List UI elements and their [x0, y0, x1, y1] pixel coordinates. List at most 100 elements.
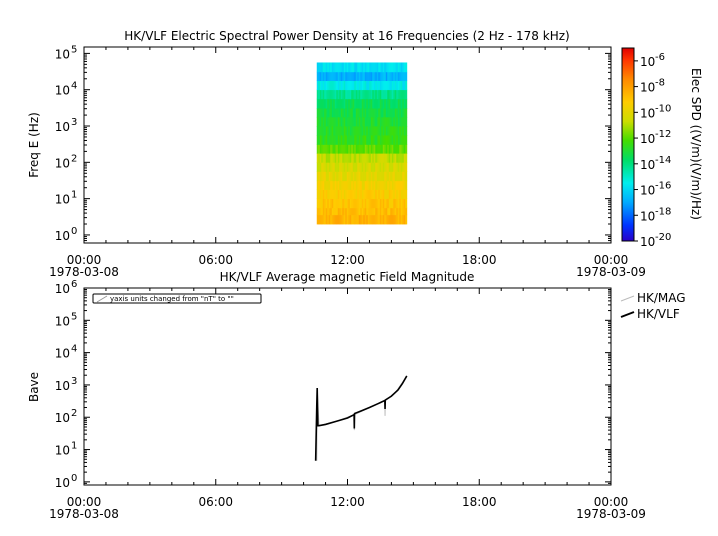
spectrogram-cell: [321, 171, 324, 182]
spectrogram-cell: [400, 98, 403, 109]
spectrogram-cell: [325, 214, 328, 225]
spectrogram-cell: [403, 108, 406, 118]
spectrogram-cell: [367, 153, 370, 163]
spectrogram-cell: [385, 89, 388, 100]
spectrogram-cell: [321, 180, 324, 190]
spectrogram-cell: [336, 98, 339, 109]
spectrogram-cell: [373, 180, 376, 190]
spectrogram-cell: [367, 135, 370, 145]
spectrogram-cell: [372, 144, 375, 154]
spectrogram-cell: [360, 62, 363, 73]
spectrogram-cell: [388, 71, 391, 82]
spectrogram-cell: [385, 71, 388, 82]
spectrogram-cell: [405, 153, 408, 163]
spectrogram-cell: [375, 162, 378, 172]
spectrogram-cell: [387, 62, 390, 73]
spectrogram-cell: [403, 162, 406, 172]
spectrogram-cell: [400, 116, 403, 127]
spectrogram-cell: [355, 80, 358, 91]
spectrogram-cell: [342, 126, 345, 136]
spectrogram-cell: [399, 71, 402, 82]
spectrogram-cell: [325, 89, 328, 100]
spectrogram-cell: [358, 180, 361, 190]
spectrogram-cell: [327, 144, 330, 154]
spectrogram-cell: [331, 207, 334, 216]
spectrogram-cell: [397, 162, 400, 172]
spectrogram-cell: [397, 144, 400, 154]
colorbar-tick-exponent: -18: [655, 206, 671, 217]
spectrogram-cell: [384, 116, 387, 127]
spectrogram-cell: [400, 153, 403, 163]
spectrogram-cell: [382, 135, 385, 145]
spectrogram-cell: [319, 62, 322, 73]
spectrogram-cell: [387, 207, 390, 216]
spectrogram-cell: [379, 98, 382, 109]
spectrogram-cell: [352, 62, 355, 73]
spectrogram-cell: [355, 198, 358, 209]
spectrogram-cell: [349, 62, 352, 73]
spectrogram-cell: [316, 189, 319, 200]
spectrogram-cell: [366, 98, 369, 109]
spectrogram-cell: [348, 180, 351, 190]
spectrogram-cell: [334, 214, 337, 225]
spectrogram-cell: [349, 98, 352, 109]
y-tick-label: 10: [55, 411, 70, 425]
spectrogram-cell: [331, 189, 334, 200]
spectrogram-cell: [361, 189, 364, 200]
spectrogram-cell: [361, 162, 364, 172]
spectrogram-cell: [361, 108, 364, 118]
spectrogram-cell: [391, 71, 394, 82]
x-tick-date: 1978-03-09: [576, 265, 646, 279]
spectrogram-cell: [393, 126, 396, 136]
spectrogram-cell: [393, 89, 396, 100]
spectrogram-cell: [342, 207, 345, 216]
spectrogram-cell: [388, 98, 391, 109]
spectrogram-cell: [324, 116, 327, 127]
spectrogram-cell: [343, 162, 346, 172]
spectrogram-cell: [343, 126, 346, 136]
spectrogram-cell: [346, 89, 349, 100]
x-tick-label: 00:00: [594, 253, 629, 267]
spectrogram-cell: [379, 108, 382, 118]
spectrogram-cell: [387, 116, 390, 127]
spectrogram-cell: [382, 108, 385, 118]
spectrogram-cell: [342, 108, 345, 118]
colorbar-tick-label: 10: [640, 81, 655, 95]
spectrogram-cell: [375, 189, 378, 200]
spectrogram-cell: [324, 108, 327, 118]
spectrogram-cell: [393, 207, 396, 216]
spectrogram-cell: [319, 198, 322, 209]
y-tick-exponent: 5: [71, 44, 77, 55]
spectrogram-cell: [355, 89, 358, 100]
spectrogram-cell: [399, 80, 402, 91]
spectrogram-cell: [396, 207, 399, 216]
spectrogram-cell: [378, 214, 381, 225]
spectrogram-cell: [331, 144, 334, 154]
spectrogram-cell: [366, 189, 369, 200]
spectrogram-cell: [373, 144, 376, 154]
y-tick-label: 10: [55, 229, 70, 243]
spectrogram-cell: [394, 198, 397, 209]
spectrogram-cell: [369, 180, 372, 190]
spectrogram-cell: [334, 108, 337, 118]
legend-label: HK/VLF: [637, 307, 680, 321]
spectrogram-cell: [328, 126, 331, 136]
spectrogram-cell: [403, 135, 406, 145]
spectrogram-cell: [354, 116, 357, 127]
spectrogram-cell: [399, 189, 402, 200]
spectrogram-cell: [384, 62, 387, 73]
spectrogram-cell: [385, 171, 388, 182]
spectrogram-cell: [324, 80, 327, 91]
spectrogram-cell: [351, 171, 354, 182]
spectrogram-cell: [382, 171, 385, 182]
spectrogram-cell: [339, 135, 342, 145]
spectrogram-cell: [390, 171, 393, 182]
spectrogram-cell: [355, 108, 358, 118]
spectrogram-cell: [342, 214, 345, 225]
spectrogram-cell: [393, 116, 396, 127]
spectrogram-cell: [388, 135, 391, 145]
spectrogram-cell: [394, 80, 397, 91]
series-line-hk-vlf: [314, 375, 408, 461]
spectrogram-cell: [396, 198, 399, 209]
